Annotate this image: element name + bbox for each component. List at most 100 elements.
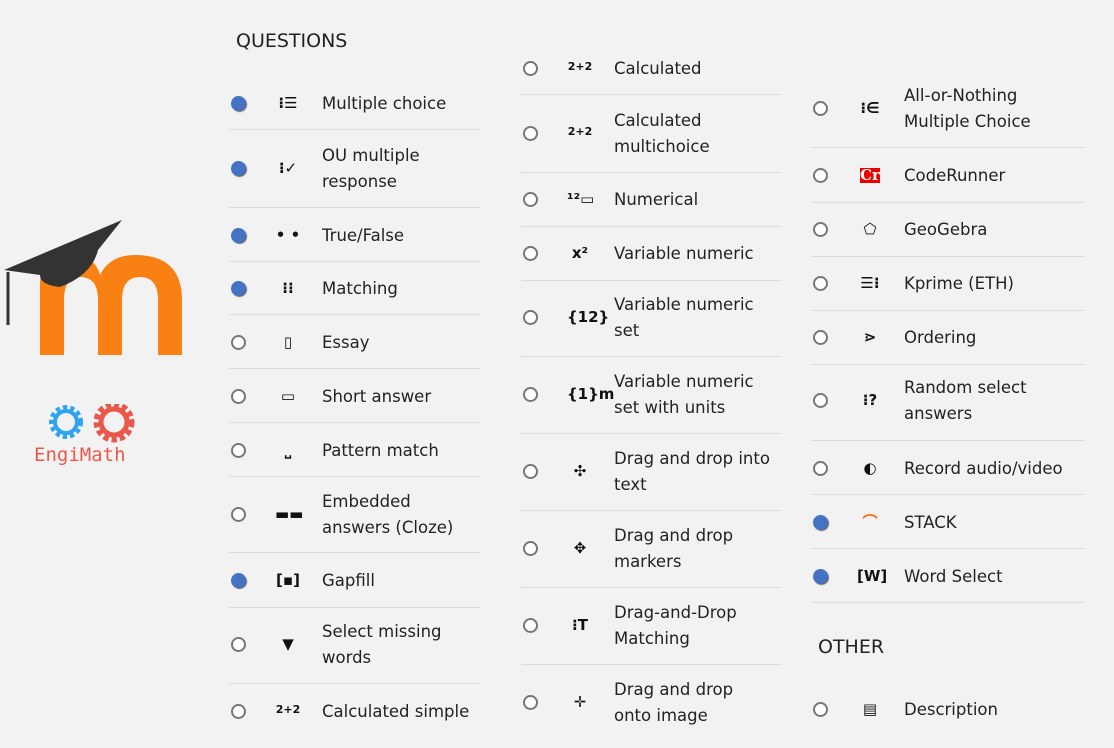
radio-button[interactable]: [523, 61, 538, 76]
radio-button[interactable]: [813, 330, 828, 345]
option-label: Essay: [322, 333, 370, 352]
radio-button[interactable]: [523, 541, 538, 556]
row-divider: [521, 172, 782, 173]
radio-button[interactable]: [523, 310, 538, 325]
move-icon: ✣: [573, 462, 587, 480]
radio-button[interactable]: [523, 618, 538, 633]
question-type-option[interactable]: [W] Word Select: [813, 551, 1073, 603]
calculated-icon: 2+2: [567, 125, 593, 138]
radio-button[interactable]: [813, 702, 828, 717]
question-type-option[interactable]: ⬠ GeoGebra: [813, 204, 1073, 256]
question-type-option[interactable]: Cr CodeRunner: [813, 150, 1073, 202]
radio-button[interactable]: [231, 507, 246, 522]
radio-button[interactable]: [523, 695, 538, 710]
radio-button[interactable]: [231, 704, 246, 719]
coderunner-icon: Cr: [860, 166, 880, 184]
row-divider: [521, 280, 782, 281]
radio-button[interactable]: [813, 101, 828, 116]
question-type-option[interactable]: [▪] Gapfill: [231, 555, 491, 607]
radio-button[interactable]: [813, 569, 828, 584]
radio-button[interactable]: [523, 246, 538, 261]
radio-button[interactable]: [813, 276, 828, 291]
question-type-option[interactable]: 2+2 Calculated: [523, 43, 783, 95]
question-type-option[interactable]: ⋗ Ordering: [813, 312, 1073, 364]
radio-button[interactable]: [813, 222, 828, 237]
radio-button[interactable]: [231, 161, 246, 176]
row-divider: [229, 552, 480, 553]
question-type-option[interactable]: ▤ Description: [813, 684, 1073, 736]
option-label: All-or-Nothing Multiple Choice: [904, 86, 1031, 131]
option-label: Gapfill: [322, 571, 375, 590]
matching-icon: ⁝⁝: [282, 279, 294, 297]
question-type-option[interactable]: ¹²▭ Numerical: [523, 174, 783, 226]
row-divider: [229, 207, 480, 208]
question-type-option[interactable]: ⁝T Drag-and-Drop Matching: [523, 600, 783, 652]
radio-button[interactable]: [813, 515, 828, 530]
question-type-option[interactable]: ◐ Record audio/video: [813, 443, 1073, 495]
option-label: OU multiple response: [322, 146, 420, 191]
calculated-icon: 2+2: [275, 703, 301, 716]
moodle-logo: [4, 220, 182, 355]
radio-button[interactable]: [231, 228, 246, 243]
question-type-option[interactable]: ▭ Short answer: [231, 371, 491, 423]
cloze-icon: ▬▬: [275, 505, 304, 523]
question-type-option[interactable]: ⁝☰ Multiple choice: [231, 78, 491, 130]
question-type-option[interactable]: ▬▬ Embedded answers (Cloze): [231, 489, 491, 541]
option-label: Embedded answers (Cloze): [322, 492, 454, 537]
dd-matching-icon: ⁝T: [572, 616, 588, 634]
option-label: Short answer: [322, 387, 432, 406]
radio-button[interactable]: [523, 464, 538, 479]
option-label: Select missing words: [322, 622, 442, 667]
radio-button[interactable]: [231, 96, 246, 111]
option-label: Drag and drop markers: [614, 526, 734, 571]
radio-button[interactable]: [231, 389, 246, 404]
radio-button[interactable]: [231, 335, 246, 350]
row-divider: [521, 587, 782, 588]
markers-icon: ✥: [573, 539, 587, 557]
textbox-icon: ▭: [280, 387, 296, 405]
question-type-option[interactable]: ⁝∈ All-or-Nothing Multiple Choice: [813, 83, 1073, 135]
question-type-option[interactable]: ⌒ STACK: [813, 497, 1073, 549]
radio-button[interactable]: [813, 461, 828, 476]
radio-button[interactable]: [523, 387, 538, 402]
row-divider: [811, 440, 1085, 441]
stack-icon: ⌒: [862, 513, 878, 531]
question-type-option[interactable]: ⁝? Random select answers: [813, 375, 1073, 427]
question-type-option[interactable]: ✥ Drag and drop markers: [523, 523, 783, 575]
radio-button[interactable]: [231, 281, 246, 296]
calculated-icon: 2+2: [567, 60, 593, 73]
question-type-option[interactable]: ▼ Select missing words: [231, 619, 491, 671]
radio-button[interactable]: [813, 393, 828, 408]
word-select-icon: [W]: [857, 567, 888, 585]
question-type-option[interactable]: ⁝✓ OU multiple response: [231, 143, 491, 195]
question-type-option[interactable]: ▯ Essay: [231, 317, 491, 369]
question-type-option[interactable]: • • True/False: [231, 210, 491, 262]
radio-button[interactable]: [523, 192, 538, 207]
question-type-option[interactable]: ⁝⁝ Matching: [231, 263, 491, 315]
question-type-option[interactable]: ☰⁝ Kprime (ETH): [813, 258, 1073, 310]
question-type-option[interactable]: ✣ Drag and drop into text: [523, 446, 783, 498]
radio-button[interactable]: [231, 443, 246, 458]
row-divider: [229, 683, 480, 684]
row-divider: [811, 602, 1085, 603]
row-divider: [229, 422, 480, 423]
option-label: Drag and drop into text: [614, 449, 770, 494]
question-type-option[interactable]: {12} Variable numeric set: [523, 292, 783, 344]
option-label: Variable numeric: [614, 244, 754, 263]
radio-button[interactable]: [813, 168, 828, 183]
radio-button[interactable]: [231, 573, 246, 588]
question-type-option[interactable]: ✛ Drag and drop onto image: [523, 677, 783, 729]
row-divider: [811, 256, 1085, 257]
question-type-option[interactable]: ⎵ Pattern match: [231, 425, 491, 477]
radio-button[interactable]: [231, 637, 246, 652]
radio-button[interactable]: [523, 126, 538, 141]
option-label: Variable numeric set with units: [614, 372, 754, 417]
question-type-option[interactable]: {1}m Variable numeric set with units: [523, 369, 783, 421]
question-type-option[interactable]: 2+2 Calculated simple: [231, 686, 491, 738]
question-type-option[interactable]: 2+2 Calculated multichoice: [523, 108, 783, 160]
gapfill-icon: [▪]: [276, 571, 300, 589]
option-label: GeoGebra: [904, 220, 988, 239]
question-type-option[interactable]: x² Variable numeric: [523, 228, 783, 280]
questions-heading: QUESTIONS: [236, 30, 348, 52]
other-heading: OTHER: [818, 636, 885, 658]
